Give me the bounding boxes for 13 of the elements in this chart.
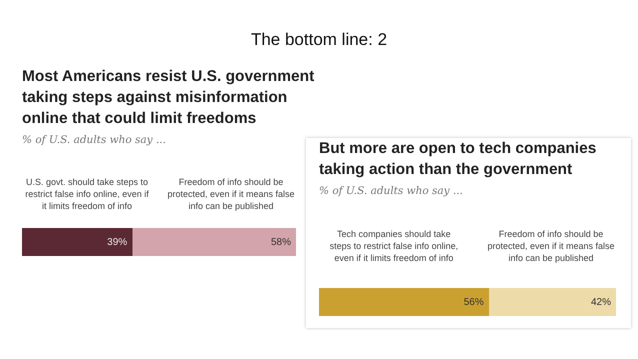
chart-title: But more are open to tech companies taking action than the government	[319, 139, 598, 180]
data-label: 39%	[107, 236, 128, 248]
chart-subtitle: % of U.S. adults who say ...	[319, 185, 464, 197]
chart-subtitle: % of U.S. adults who say ...	[22, 134, 167, 146]
series-label: U.S. govt. should take steps to restrict false info online, even if it limits freedom of info	[24, 176, 150, 212]
data-label: 56%	[464, 296, 484, 308]
text: Tech companies should take steps to restrict false info online, even if it limits freedom of info	[328, 228, 459, 264]
data-label: 58%	[270, 236, 292, 248]
series-label: Freedom of info should be protected, even if it means false info can be published	[166, 176, 296, 212]
text: Freedom of info should be protected, even if it means false info can be published	[486, 228, 616, 264]
chart-title: Most Americans resist U.S. government taking steps against misinformation online that could limit freedoms	[22, 67, 316, 129]
data-label: 42%	[590, 296, 612, 308]
text: The bottom line: 2	[250, 30, 388, 50]
